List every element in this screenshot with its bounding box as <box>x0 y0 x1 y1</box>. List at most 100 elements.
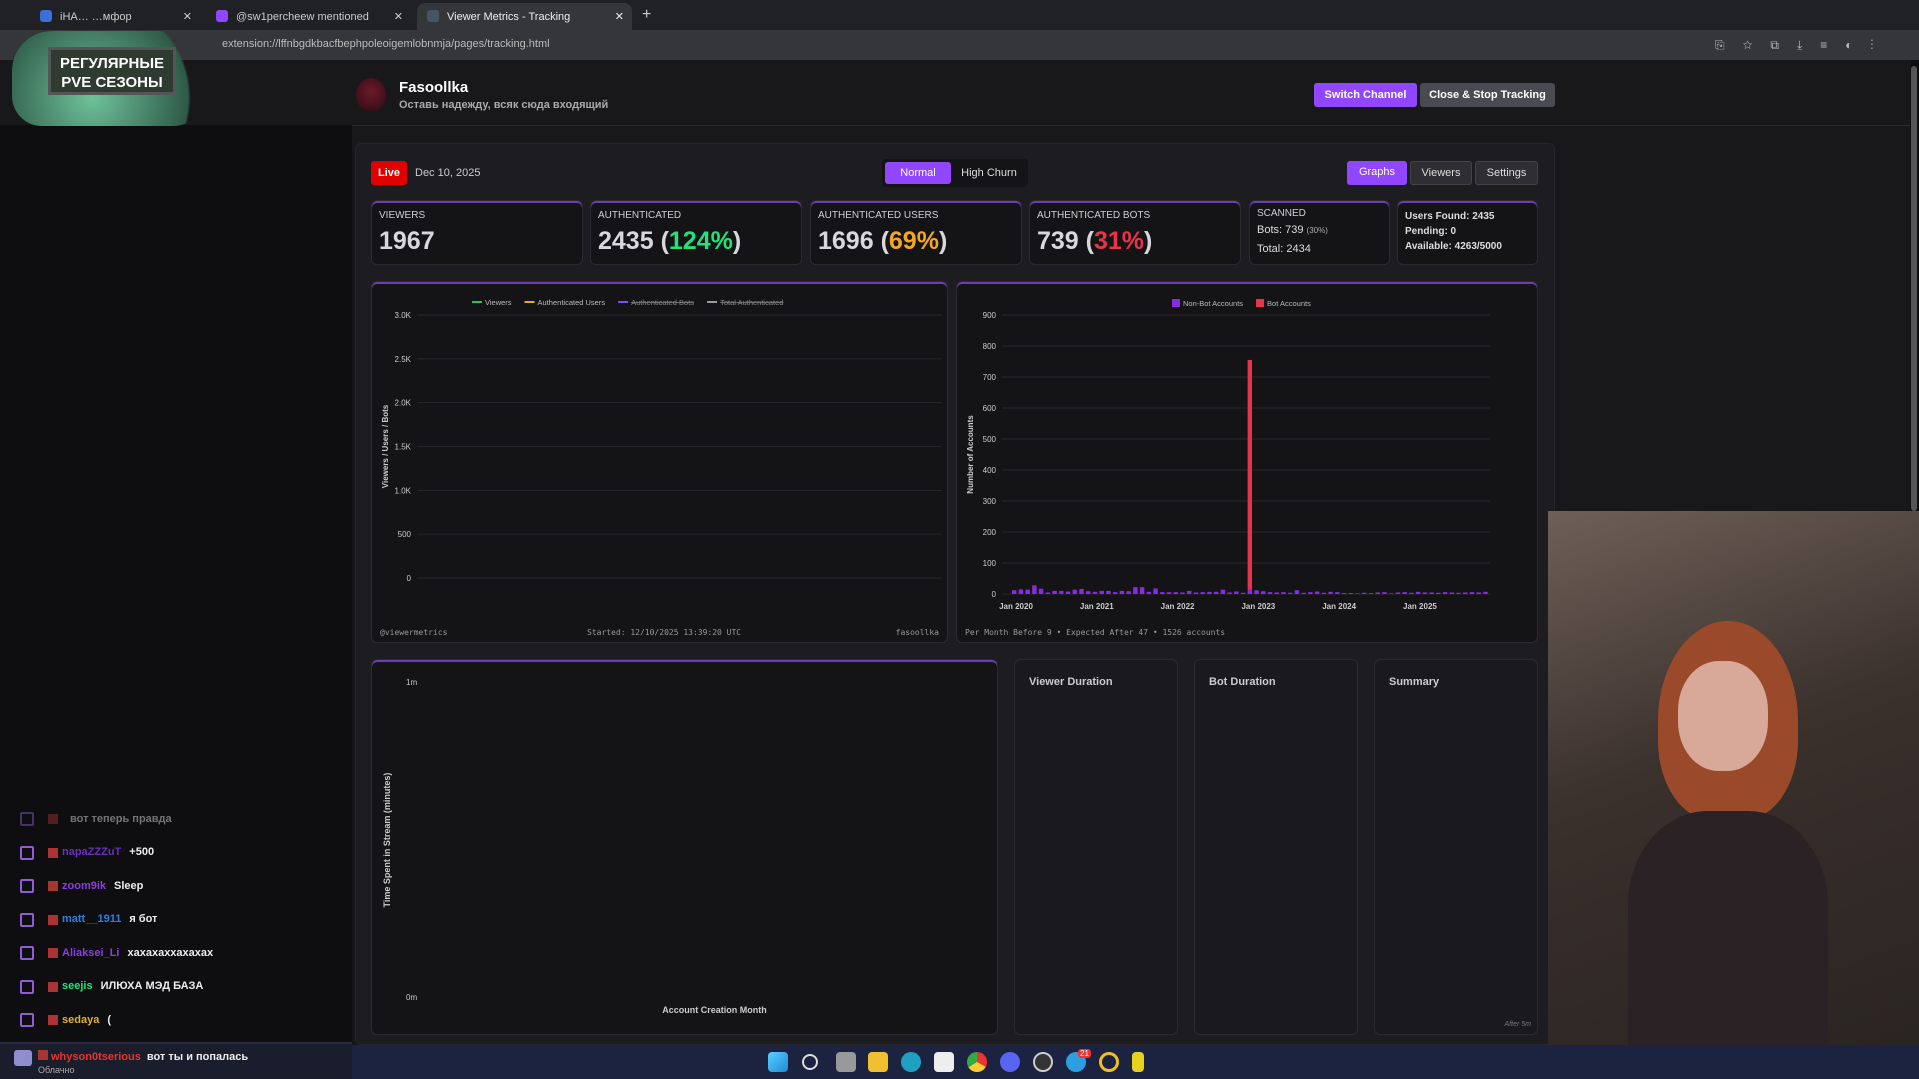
app-icon[interactable] <box>1132 1052 1144 1072</box>
twitch-icon <box>20 979 34 994</box>
x-tick-label: Jan 2020 <box>999 602 1033 611</box>
chat-message: napaZZZuT +500 <box>20 845 154 860</box>
y-axis-label: Time Spent in Stream (minutes) <box>382 772 392 908</box>
stat-value: 739 (31%) <box>1037 227 1153 255</box>
chat-username[interactable]: napaZZZuT <box>62 846 122 859</box>
channel-tagline: Оставь надежду, всяк сюда входящий <box>399 99 609 111</box>
twitch-icon <box>20 946 34 960</box>
stat-value: 2435 (124%) <box>598 227 742 255</box>
settings-tab[interactable]: Settings <box>1475 161 1538 185</box>
chat-message: seejis ИЛЮХА МЭД БАЗА <box>20 979 203 994</box>
channel-name: Fasoollka <box>399 79 469 96</box>
legend-item: Authenticated Users <box>538 298 606 307</box>
tab[interactable]: iHA… …мфор ✕ <box>30 3 200 30</box>
non-bot-bar <box>1442 592 1448 594</box>
x-axis-label: Account Creation Month <box>662 1005 767 1015</box>
non-bot-bar <box>1301 592 1306 594</box>
available: Available: 4263/5000 <box>1405 241 1502 252</box>
non-bot-bar <box>1254 590 1259 594</box>
scrollbar[interactable] <box>1911 66 1917 511</box>
task-view-icon[interactable] <box>836 1052 856 1072</box>
bot-duration-panel: Bot Duration <box>1194 659 1358 1035</box>
non-bot-bar <box>1200 592 1205 594</box>
tab[interactable]: @sw1percheew mentioned ✕ <box>206 3 411 30</box>
close-tab-icon[interactable]: ✕ <box>393 11 403 23</box>
non-bot-bar <box>1112 592 1118 594</box>
non-bot-bar <box>1012 590 1017 594</box>
chat-username[interactable]: matt__1911 <box>62 913 122 926</box>
non-bot-bar <box>1166 592 1172 594</box>
graphs-tab[interactable]: Graphs <box>1347 161 1407 185</box>
non-bot-bar <box>1092 591 1098 594</box>
music-app-icon[interactable] <box>1099 1052 1119 1072</box>
new-tab-button[interactable]: + <box>642 6 652 23</box>
chat-text: ( <box>107 1013 111 1026</box>
chat-text: хахахаххахахах <box>127 946 214 959</box>
chat-username[interactable]: whyson0tserious <box>51 1051 141 1063</box>
value: 2435 <box>598 227 654 255</box>
close-stop-tracking-button[interactable]: Close & Stop Tracking <box>1420 83 1555 107</box>
non-bot-bar <box>1281 592 1286 594</box>
badge-icon <box>48 948 58 958</box>
x-tick-label: Jan 2023 <box>1241 602 1275 611</box>
chat-username[interactable]: sedaya <box>62 1013 100 1026</box>
summary-panel: Summary After 5m <box>1374 659 1538 1035</box>
obs-icon[interactable] <box>1033 1052 1053 1072</box>
viewers-tab[interactable]: Viewers <box>1410 161 1472 185</box>
y-tick-label: 0 <box>407 574 412 583</box>
stat-card-auth-users: Authenticated Users 1696 (69%) <box>810 200 1022 265</box>
mode-high-churn-button[interactable]: High Churn <box>961 167 1017 179</box>
non-bot-bar <box>1045 592 1051 594</box>
y-tick-label: 700 <box>983 373 997 382</box>
chat-username[interactable]: Aliaksei_Li <box>62 946 120 959</box>
stat-label: Viewers <box>379 210 426 221</box>
badge-icon <box>48 914 58 925</box>
non-bot-bar <box>1018 589 1024 594</box>
stat-card-scanned: Scanned Bots: 739 (30%) Total: 2434 <box>1249 200 1390 265</box>
non-bot-bar <box>1321 592 1327 594</box>
edge-icon[interactable] <box>901 1052 921 1072</box>
non-bot-bar <box>1449 592 1454 594</box>
y-axis-label: Viewers / Users / Bots <box>381 404 390 488</box>
badge-icon <box>48 847 58 858</box>
y-axis-label: Number of Accounts <box>966 415 975 494</box>
legend-item: Non-Bot Accounts <box>1183 299 1243 308</box>
tab-label: Viewer Metrics - Tracking <box>447 11 571 23</box>
chrome-icon[interactable] <box>967 1052 987 1072</box>
close-tab-icon[interactable]: ✕ <box>614 11 624 23</box>
non-bot-bar <box>1375 592 1380 594</box>
tab-viewer-metrics[interactable]: Viewer Metrics - Tracking ✕ <box>417 3 632 30</box>
non-bot-bar <box>1422 592 1428 594</box>
twitch-icon <box>216 10 228 22</box>
non-bot-bar <box>1059 590 1064 594</box>
search-icon[interactable] <box>802 1054 818 1070</box>
non-bot-bar <box>1160 592 1165 594</box>
non-bot-bar <box>1267 592 1273 594</box>
non-bot-bar <box>1274 592 1279 594</box>
windows-start-icon[interactable] <box>768 1052 788 1072</box>
logo-text: РЕГУЛЯРНЫЕ PVE СЕЗОНЫ <box>48 47 176 95</box>
channel-header <box>352 60 1910 126</box>
store-icon[interactable] <box>934 1052 954 1072</box>
non-bot-bar <box>1476 592 1481 594</box>
time-in-stream-chart-card: 1m 0m Time Spent in Stream (minutes) Acc… <box>371 659 998 1035</box>
discord-icon[interactable] <box>1000 1052 1020 1072</box>
url-text[interactable]: extension://lffnbgdkbacfbephpoleoigemlob… <box>222 38 550 50</box>
non-bot-bar <box>1483 591 1488 594</box>
viewer-duration-panel: Viewer Duration <box>1014 659 1178 1035</box>
twitch-icon <box>20 879 34 893</box>
non-bot-bar <box>1032 585 1037 594</box>
stat-label: Authenticated Bots <box>1037 210 1151 221</box>
chat-username[interactable]: zoom9ik <box>62 879 107 892</box>
file-explorer-icon[interactable] <box>868 1052 888 1072</box>
pending: Pending: 0 <box>1405 226 1457 237</box>
address-bar[interactable] <box>0 30 1919 60</box>
mode-normal-button[interactable]: Normal <box>885 162 951 184</box>
tracking-date: Dec 10, 2025 <box>415 167 481 179</box>
browser-toolbar-icons[interactable]: ⎘☆⧉⤓≡◐⋮ <box>1715 38 1892 52</box>
chat-username[interactable]: seejis <box>62 980 93 993</box>
y-tick-label: 1.5K <box>395 443 412 452</box>
twitch-icon <box>20 812 34 826</box>
close-tab-icon[interactable]: ✕ <box>182 11 192 23</box>
switch-channel-button[interactable]: Switch Channel <box>1314 83 1417 107</box>
